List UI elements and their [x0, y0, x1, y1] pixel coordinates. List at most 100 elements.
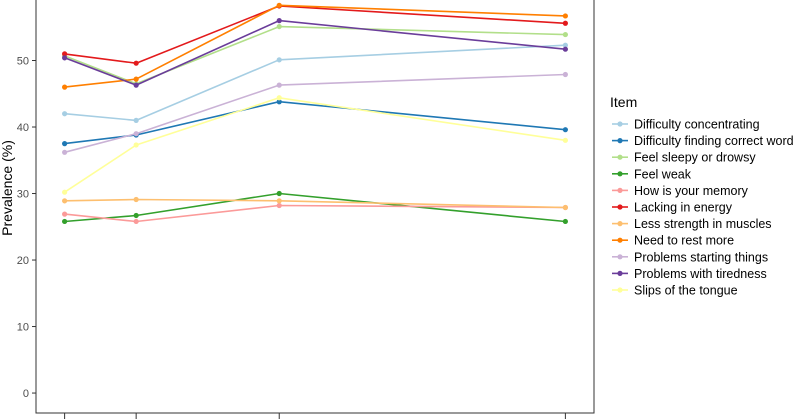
legend-label: Slips of the tongue [634, 284, 738, 298]
legend-item: Need to rest more [612, 234, 734, 248]
data-point [62, 211, 68, 217]
legend-key-point [617, 171, 623, 177]
data-point [62, 55, 68, 61]
legend-item: Difficulty finding correct word [612, 134, 794, 148]
series-line [64, 73, 566, 154]
data-point [562, 218, 568, 225]
x-axis [64, 413, 566, 419]
series-less-strength-in-muscles [62, 196, 568, 211]
series-line [64, 44, 566, 122]
series-need-to-rest-more [62, 2, 568, 90]
legend-label: Difficulty concentrating [634, 118, 760, 132]
legend-key-point [617, 204, 623, 210]
data-point [62, 218, 68, 225]
data-point [276, 190, 282, 197]
legend-key-point [617, 237, 623, 243]
data-point [62, 198, 68, 204]
legend-items: Difficulty concentrating Difficulty findi… [612, 118, 794, 298]
series-problems-starting-things [62, 71, 568, 155]
series-line [64, 198, 566, 209]
legend-label: Lacking in energy [634, 201, 733, 215]
legend-item: Feel weak [612, 167, 692, 181]
legend-key-point [617, 287, 623, 293]
data-point [133, 76, 139, 82]
data-point [276, 95, 282, 101]
series-line [64, 4, 566, 88]
legend-item: Problems starting things [612, 250, 768, 264]
data-point [276, 99, 282, 105]
series-line [64, 97, 566, 193]
series-line [64, 204, 566, 223]
legend-label: Problems with tiredness [634, 267, 767, 281]
data-point [562, 46, 568, 52]
legend-item: Feel sleepy or drowsy [612, 151, 756, 165]
data-point [276, 18, 282, 24]
series-line [64, 5, 566, 65]
series-line [64, 19, 566, 86]
y-tick-label: 10 [17, 322, 29, 334]
data-point [133, 218, 139, 225]
legend-item: Lacking in energy [612, 201, 733, 215]
legend-label: Need to rest more [634, 234, 734, 248]
data-point [62, 189, 68, 195]
series-problems-with-tiredness [62, 18, 568, 88]
legend-label: Problems starting things [634, 250, 768, 264]
y-tick-label: 20 [17, 255, 29, 267]
data-point [62, 51, 68, 57]
data-point [276, 57, 282, 63]
data-point [562, 127, 568, 133]
y-tick-label: 0 [23, 388, 29, 400]
y-axis: 0 10 20 30 40 50 [17, 56, 36, 400]
y-tick-label: 50 [17, 56, 29, 68]
legend: Item Difficulty concentratingDifficulty … [610, 94, 794, 298]
series-layer [62, 2, 568, 225]
legend-item: How is your memory [612, 184, 749, 198]
series-difficulty-concentrating [62, 42, 568, 123]
data-point [562, 204, 568, 211]
data-point [133, 142, 139, 148]
data-point [276, 2, 282, 8]
legend-key-point [617, 138, 623, 144]
legend-key-point [617, 270, 623, 276]
data-point [133, 212, 139, 219]
legend-item: Less strength in muscles [612, 217, 772, 231]
legend-item: Slips of the tongue [612, 284, 738, 298]
legend-title: Item [610, 94, 637, 110]
data-point [562, 20, 568, 26]
data-point [562, 71, 568, 78]
data-point [133, 117, 139, 123]
plot-border [35, 0, 595, 414]
data-point [133, 196, 139, 203]
data-point [562, 13, 568, 19]
legend-item: Difficulty concentrating [612, 118, 760, 132]
legend-key-point [617, 154, 623, 160]
y-tick-label: 40 [17, 122, 29, 134]
data-point [562, 31, 568, 38]
plot-panel [35, 0, 595, 414]
legend-label: Difficulty finding correct word [634, 134, 794, 148]
legend-item: Problems with tiredness [612, 267, 767, 281]
data-point [133, 82, 139, 88]
series-line [64, 100, 566, 145]
legend-label: Feel weak [634, 167, 692, 181]
data-point [276, 23, 282, 30]
data-point [562, 137, 568, 143]
data-point [562, 42, 568, 48]
data-point [62, 141, 68, 147]
legend-key-point [617, 121, 623, 127]
legend-label: Less strength in muscles [634, 217, 772, 231]
series-slips-of-the-tongue [62, 95, 568, 195]
data-point [62, 84, 68, 90]
series-line [64, 25, 566, 85]
legend-label: How is your memory [634, 184, 749, 198]
legend-key-point [617, 187, 623, 193]
legend-key-point [617, 254, 623, 260]
data-point [276, 82, 282, 88]
data-point [62, 111, 68, 117]
data-point [276, 198, 282, 204]
data-point [276, 202, 282, 209]
legend-key-point [617, 221, 623, 227]
data-point [133, 60, 139, 66]
